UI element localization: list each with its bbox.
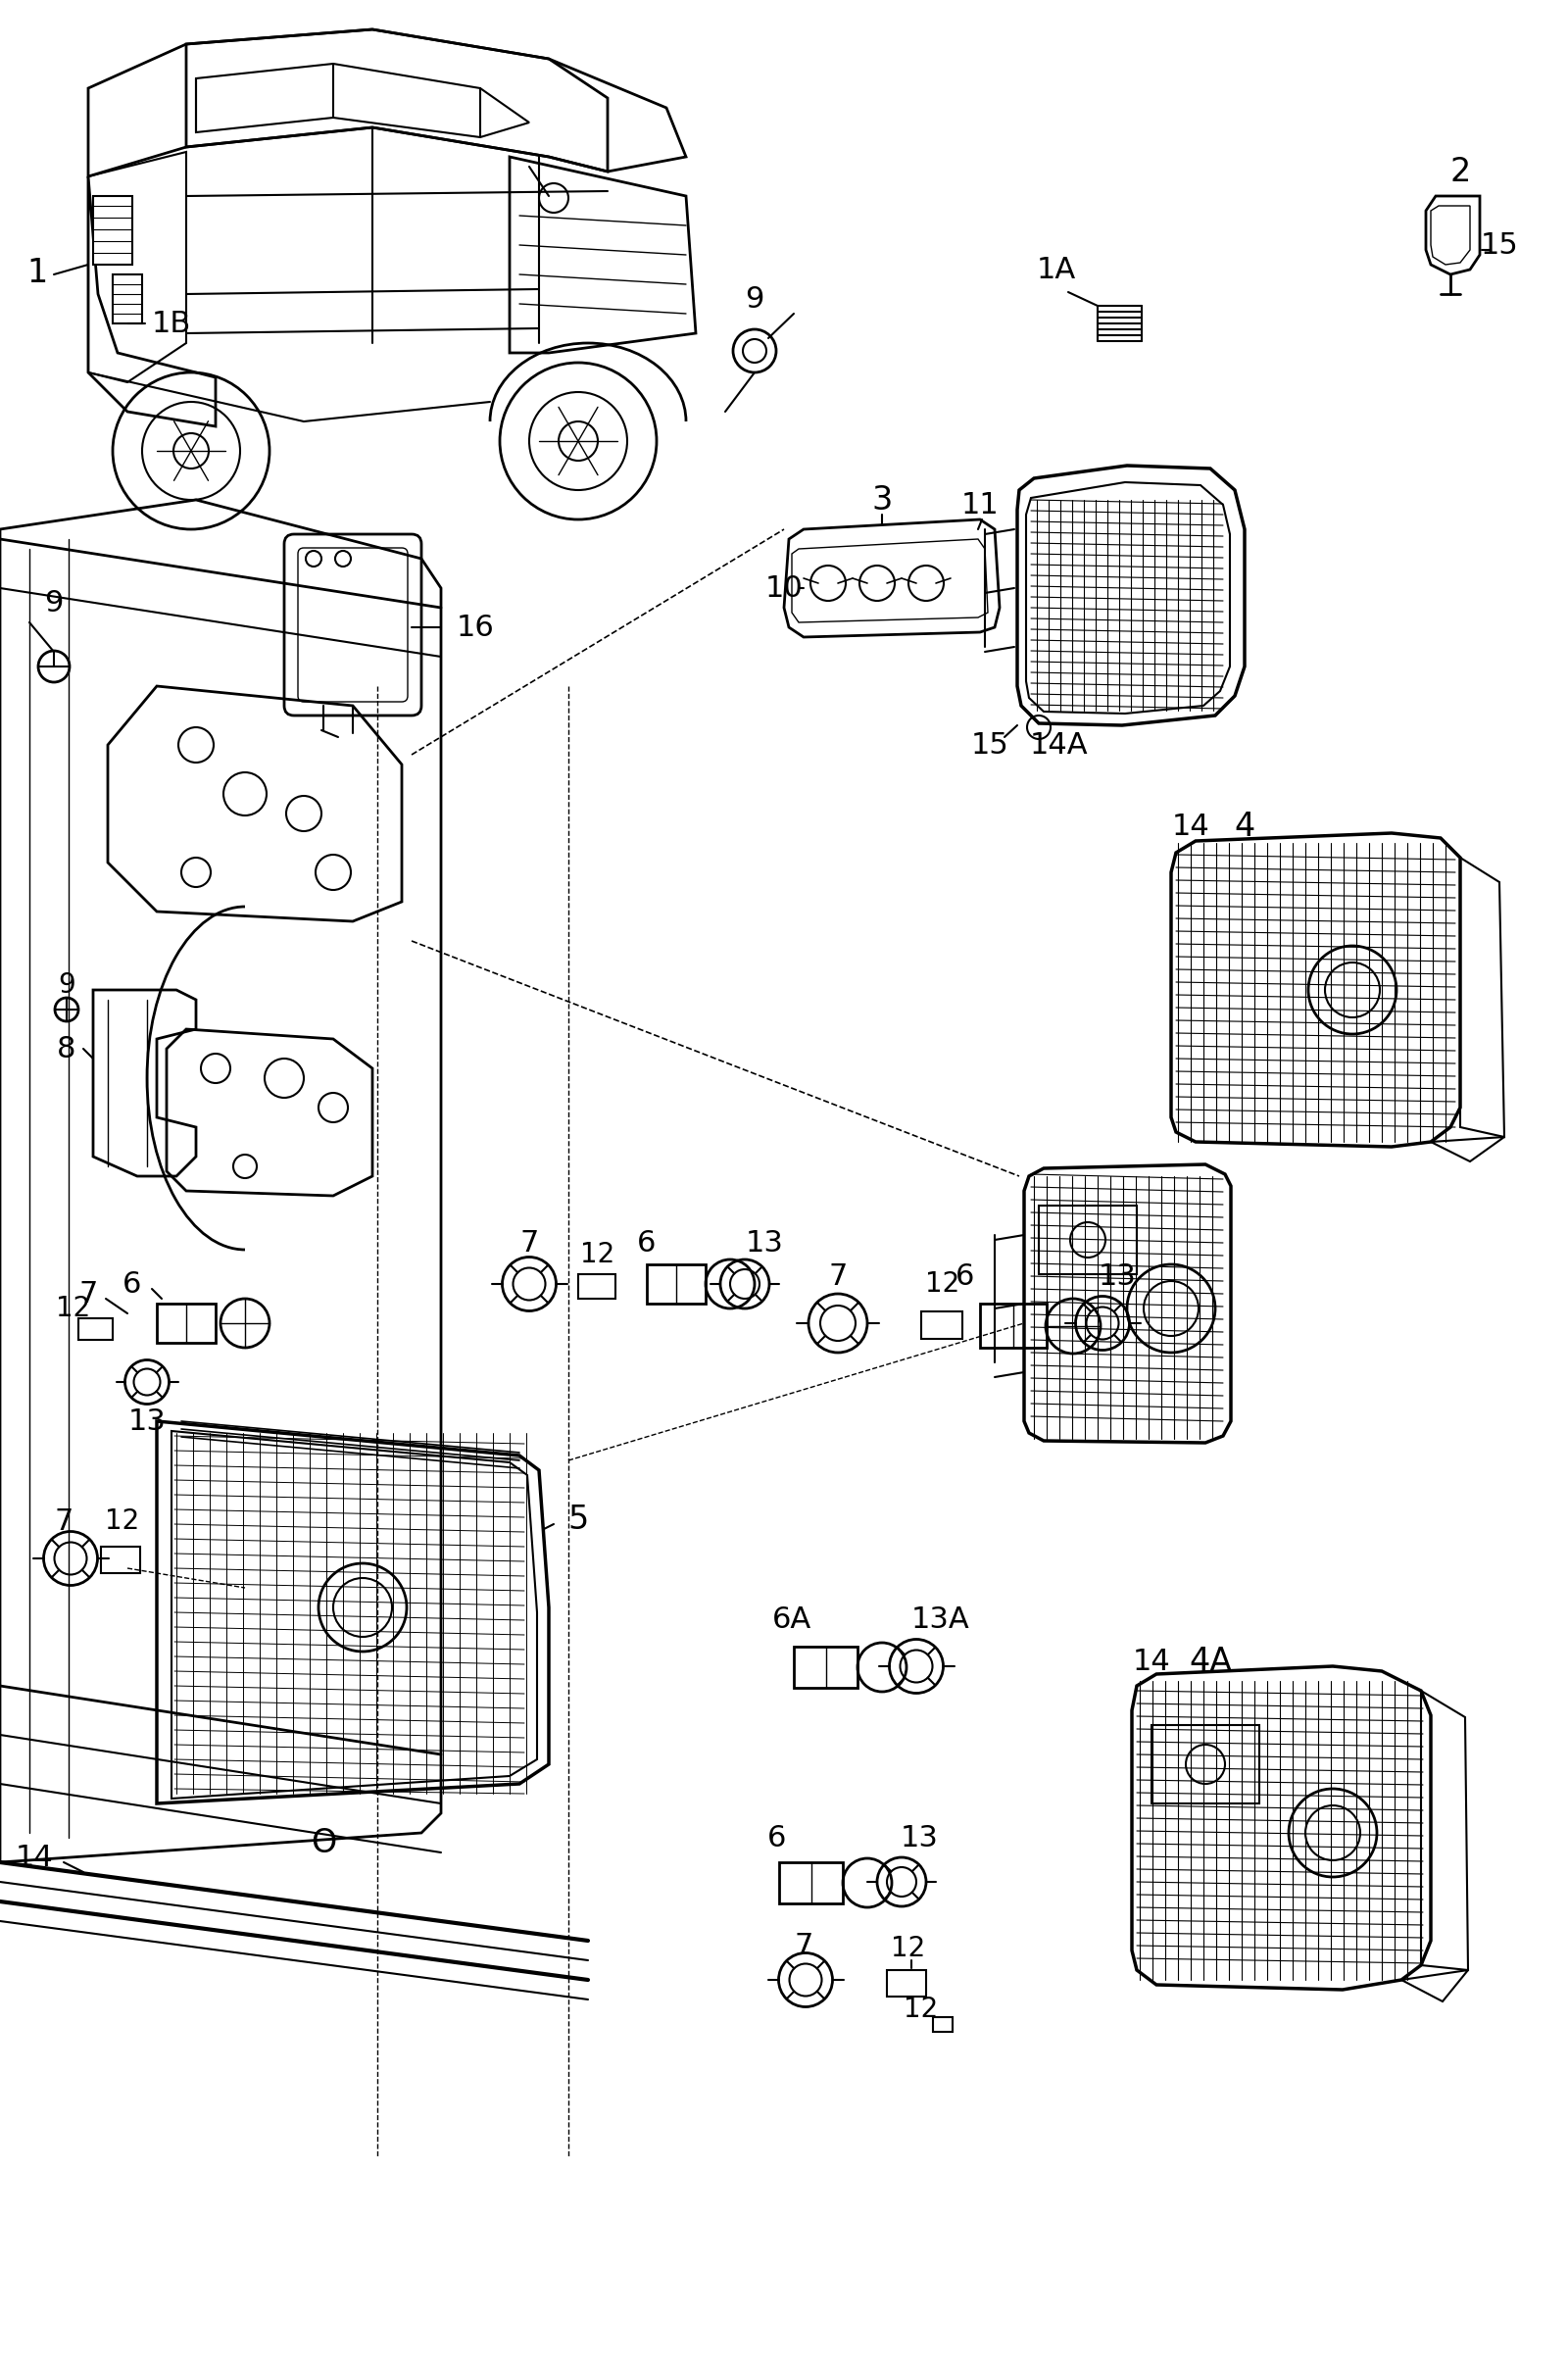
- Text: 13A: 13A: [911, 1604, 971, 1632]
- Bar: [579, 1275, 615, 1298]
- Text: 14: 14: [16, 1843, 53, 1872]
- Bar: [648, 1265, 706, 1303]
- Bar: [100, 1547, 140, 1573]
- Bar: [93, 197, 132, 265]
- Text: 7: 7: [793, 1931, 814, 1959]
- Text: 7: 7: [78, 1279, 97, 1308]
- Text: 5: 5: [568, 1502, 588, 1535]
- Text: 1: 1: [27, 256, 47, 289]
- Text: 1B: 1B: [152, 310, 191, 339]
- Text: 6: 6: [122, 1270, 141, 1298]
- Text: O: O: [310, 1826, 336, 1860]
- Text: 1A: 1A: [1036, 256, 1076, 284]
- Text: 9: 9: [745, 284, 764, 313]
- Text: 9: 9: [44, 588, 63, 616]
- Text: 14: 14: [1171, 813, 1209, 841]
- Text: 13: 13: [129, 1407, 166, 1436]
- Text: 6A: 6A: [771, 1604, 812, 1632]
- Bar: [113, 275, 143, 325]
- Text: 13: 13: [745, 1230, 784, 1258]
- Bar: [887, 1971, 927, 1997]
- Text: 12: 12: [105, 1507, 140, 1535]
- Text: 3: 3: [872, 483, 892, 516]
- Text: 13: 13: [900, 1824, 938, 1853]
- Text: 16: 16: [456, 614, 494, 642]
- Text: 12: 12: [580, 1241, 615, 1267]
- Bar: [793, 1646, 858, 1687]
- Bar: [933, 2016, 953, 2033]
- Text: 14: 14: [1132, 1646, 1170, 1675]
- Bar: [1151, 1725, 1259, 1803]
- Bar: [78, 1317, 113, 1341]
- Bar: [1038, 1206, 1137, 1275]
- Text: 12: 12: [891, 1935, 925, 1962]
- Bar: [980, 1303, 1047, 1348]
- Text: 2: 2: [1450, 156, 1471, 187]
- Bar: [779, 1862, 844, 1902]
- Text: 11: 11: [961, 490, 999, 519]
- Text: 12: 12: [56, 1296, 91, 1322]
- Text: 7: 7: [55, 1507, 74, 1535]
- Text: 9: 9: [58, 971, 75, 1000]
- Text: 4: 4: [1234, 810, 1254, 843]
- Text: 15: 15: [971, 730, 1008, 758]
- Text: 6: 6: [768, 1824, 787, 1853]
- Text: 12: 12: [903, 1995, 939, 2023]
- Bar: [157, 1303, 216, 1343]
- Bar: [922, 1312, 963, 1338]
- Text: 14A: 14A: [1029, 730, 1088, 758]
- Text: 6: 6: [956, 1263, 975, 1291]
- Text: 8: 8: [56, 1035, 77, 1064]
- Text: 7: 7: [519, 1230, 539, 1258]
- Text: 6: 6: [637, 1230, 657, 1258]
- Text: 12: 12: [925, 1270, 960, 1298]
- Text: 15: 15: [1480, 230, 1518, 258]
- Text: 13: 13: [1098, 1263, 1137, 1291]
- Text: 4A: 4A: [1189, 1644, 1232, 1677]
- Text: 7: 7: [828, 1263, 847, 1291]
- Text: 10: 10: [765, 573, 803, 602]
